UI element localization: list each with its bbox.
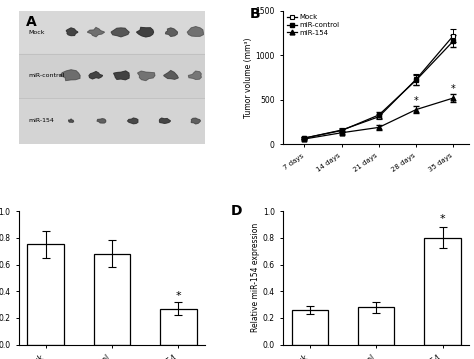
Text: *: * (414, 96, 419, 106)
Y-axis label: Relative miR-154 expression: Relative miR-154 expression (251, 223, 260, 332)
Text: *: * (451, 84, 456, 94)
Y-axis label: Tumor volume (mm³): Tumor volume (mm³) (244, 37, 253, 118)
Polygon shape (89, 72, 102, 79)
Polygon shape (88, 28, 104, 37)
Polygon shape (191, 118, 200, 124)
Polygon shape (60, 70, 80, 80)
Bar (292, 310, 328, 345)
Polygon shape (165, 28, 177, 36)
Bar (358, 307, 394, 345)
Text: A: A (27, 15, 37, 29)
Bar (19, 98, 205, 144)
Text: B: B (250, 7, 260, 21)
Bar (27, 244, 64, 345)
Bar (19, 11, 205, 53)
Polygon shape (164, 71, 178, 79)
Polygon shape (137, 28, 154, 37)
Polygon shape (97, 119, 106, 123)
Polygon shape (68, 119, 73, 122)
Bar (424, 238, 461, 345)
Text: D: D (231, 204, 243, 218)
Polygon shape (128, 118, 138, 123)
Polygon shape (111, 28, 129, 37)
Text: miR-154: miR-154 (28, 118, 54, 123)
Text: Mock: Mock (28, 30, 45, 34)
Bar (94, 254, 130, 345)
Text: *: * (175, 290, 181, 300)
Text: *: * (376, 115, 381, 125)
Bar (19, 53, 205, 98)
Legend: Mock, miR-control, miR-154: Mock, miR-control, miR-154 (287, 14, 339, 36)
Bar (160, 309, 197, 345)
Polygon shape (159, 118, 170, 123)
Polygon shape (114, 71, 129, 80)
Polygon shape (66, 28, 78, 36)
Polygon shape (138, 71, 155, 80)
Polygon shape (187, 27, 203, 36)
Text: *: * (440, 214, 446, 224)
Text: miR-control: miR-control (28, 73, 64, 78)
Polygon shape (189, 71, 201, 79)
